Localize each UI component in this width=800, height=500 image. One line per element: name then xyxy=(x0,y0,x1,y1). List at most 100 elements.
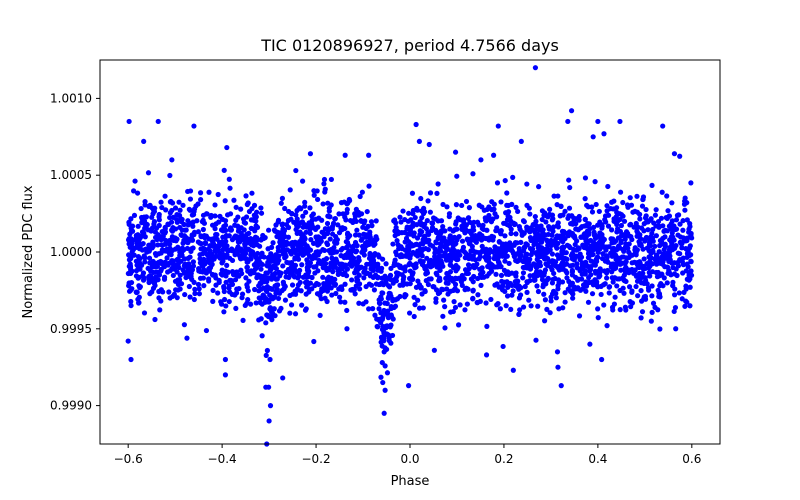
data-point xyxy=(524,289,530,295)
data-point xyxy=(555,224,561,230)
data-point xyxy=(257,299,263,306)
data-point xyxy=(200,226,206,233)
data-point xyxy=(598,240,604,246)
data-point xyxy=(633,283,639,290)
data-point xyxy=(581,231,587,238)
data-point xyxy=(427,190,434,196)
data-point xyxy=(623,229,630,235)
data-point xyxy=(448,255,454,261)
data-point xyxy=(636,261,643,268)
data-point xyxy=(177,224,183,231)
data-point xyxy=(440,201,446,208)
data-point xyxy=(548,294,554,300)
data-point xyxy=(344,254,350,261)
data-point xyxy=(465,215,472,221)
data-point xyxy=(324,241,331,248)
data-point xyxy=(255,272,261,278)
data-points xyxy=(125,65,695,447)
data-point xyxy=(272,283,278,289)
data-point xyxy=(539,208,546,214)
data-point xyxy=(473,239,479,245)
data-point xyxy=(187,188,194,194)
data-point xyxy=(407,255,413,261)
data-point xyxy=(419,215,425,221)
data-point xyxy=(673,326,679,332)
data-point xyxy=(378,320,384,326)
data-point xyxy=(236,226,242,232)
data-point xyxy=(300,213,306,219)
data-point xyxy=(453,202,460,208)
data-point xyxy=(378,374,384,380)
data-point xyxy=(591,224,597,231)
data-point xyxy=(516,246,522,252)
data-point xyxy=(447,262,453,268)
data-point xyxy=(178,247,184,253)
data-point xyxy=(668,272,674,278)
data-point xyxy=(378,339,384,345)
data-point xyxy=(632,267,638,273)
data-point xyxy=(642,265,648,271)
data-point xyxy=(595,222,601,228)
data-point xyxy=(396,246,402,252)
data-point xyxy=(398,252,404,258)
data-point xyxy=(128,266,134,272)
data-point xyxy=(302,199,308,205)
data-point xyxy=(223,227,229,233)
data-point xyxy=(551,193,557,199)
data-point xyxy=(629,236,635,243)
data-point xyxy=(279,222,285,228)
data-point xyxy=(601,236,607,243)
data-point xyxy=(329,231,336,237)
data-point xyxy=(266,299,272,305)
data-point xyxy=(418,248,424,254)
data-point xyxy=(609,269,615,275)
data-point xyxy=(602,258,608,264)
data-point xyxy=(280,263,286,269)
chart-title: TIC 0120896927, period 4.7566 days xyxy=(260,36,559,55)
data-point xyxy=(650,300,657,306)
data-point xyxy=(326,274,332,280)
data-point xyxy=(670,264,676,271)
data-point xyxy=(388,276,394,283)
data-point xyxy=(552,275,558,282)
data-point xyxy=(662,227,668,233)
data-point xyxy=(603,219,609,225)
data-point xyxy=(670,234,676,240)
data-point xyxy=(684,217,690,223)
data-point xyxy=(614,229,620,235)
data-point xyxy=(544,277,551,283)
data-point xyxy=(338,253,344,259)
data-point xyxy=(127,244,133,250)
data-point xyxy=(678,234,684,240)
data-point xyxy=(553,295,559,301)
data-point xyxy=(325,200,331,206)
data-point xyxy=(498,199,504,205)
data-point xyxy=(244,201,250,208)
data-point xyxy=(411,313,417,320)
data-point xyxy=(150,258,156,265)
data-point xyxy=(606,244,612,250)
x-tick-label: 0.0 xyxy=(400,452,419,466)
data-point xyxy=(313,263,319,270)
data-point xyxy=(636,239,642,245)
data-point xyxy=(385,283,392,289)
data-point xyxy=(343,217,349,223)
data-point xyxy=(674,272,680,279)
data-point xyxy=(128,279,135,286)
data-point xyxy=(258,210,265,216)
data-point xyxy=(591,229,597,235)
data-point xyxy=(542,267,549,273)
data-point xyxy=(470,247,476,254)
data-point xyxy=(431,347,437,353)
data-point xyxy=(527,256,533,262)
data-point xyxy=(680,227,686,233)
data-point xyxy=(183,274,189,281)
data-point xyxy=(509,270,515,276)
data-point xyxy=(217,250,223,256)
data-point xyxy=(265,313,271,320)
data-point xyxy=(233,305,239,312)
data-point xyxy=(397,214,403,220)
data-point xyxy=(609,253,615,259)
data-point xyxy=(667,257,673,263)
data-point xyxy=(128,302,134,309)
